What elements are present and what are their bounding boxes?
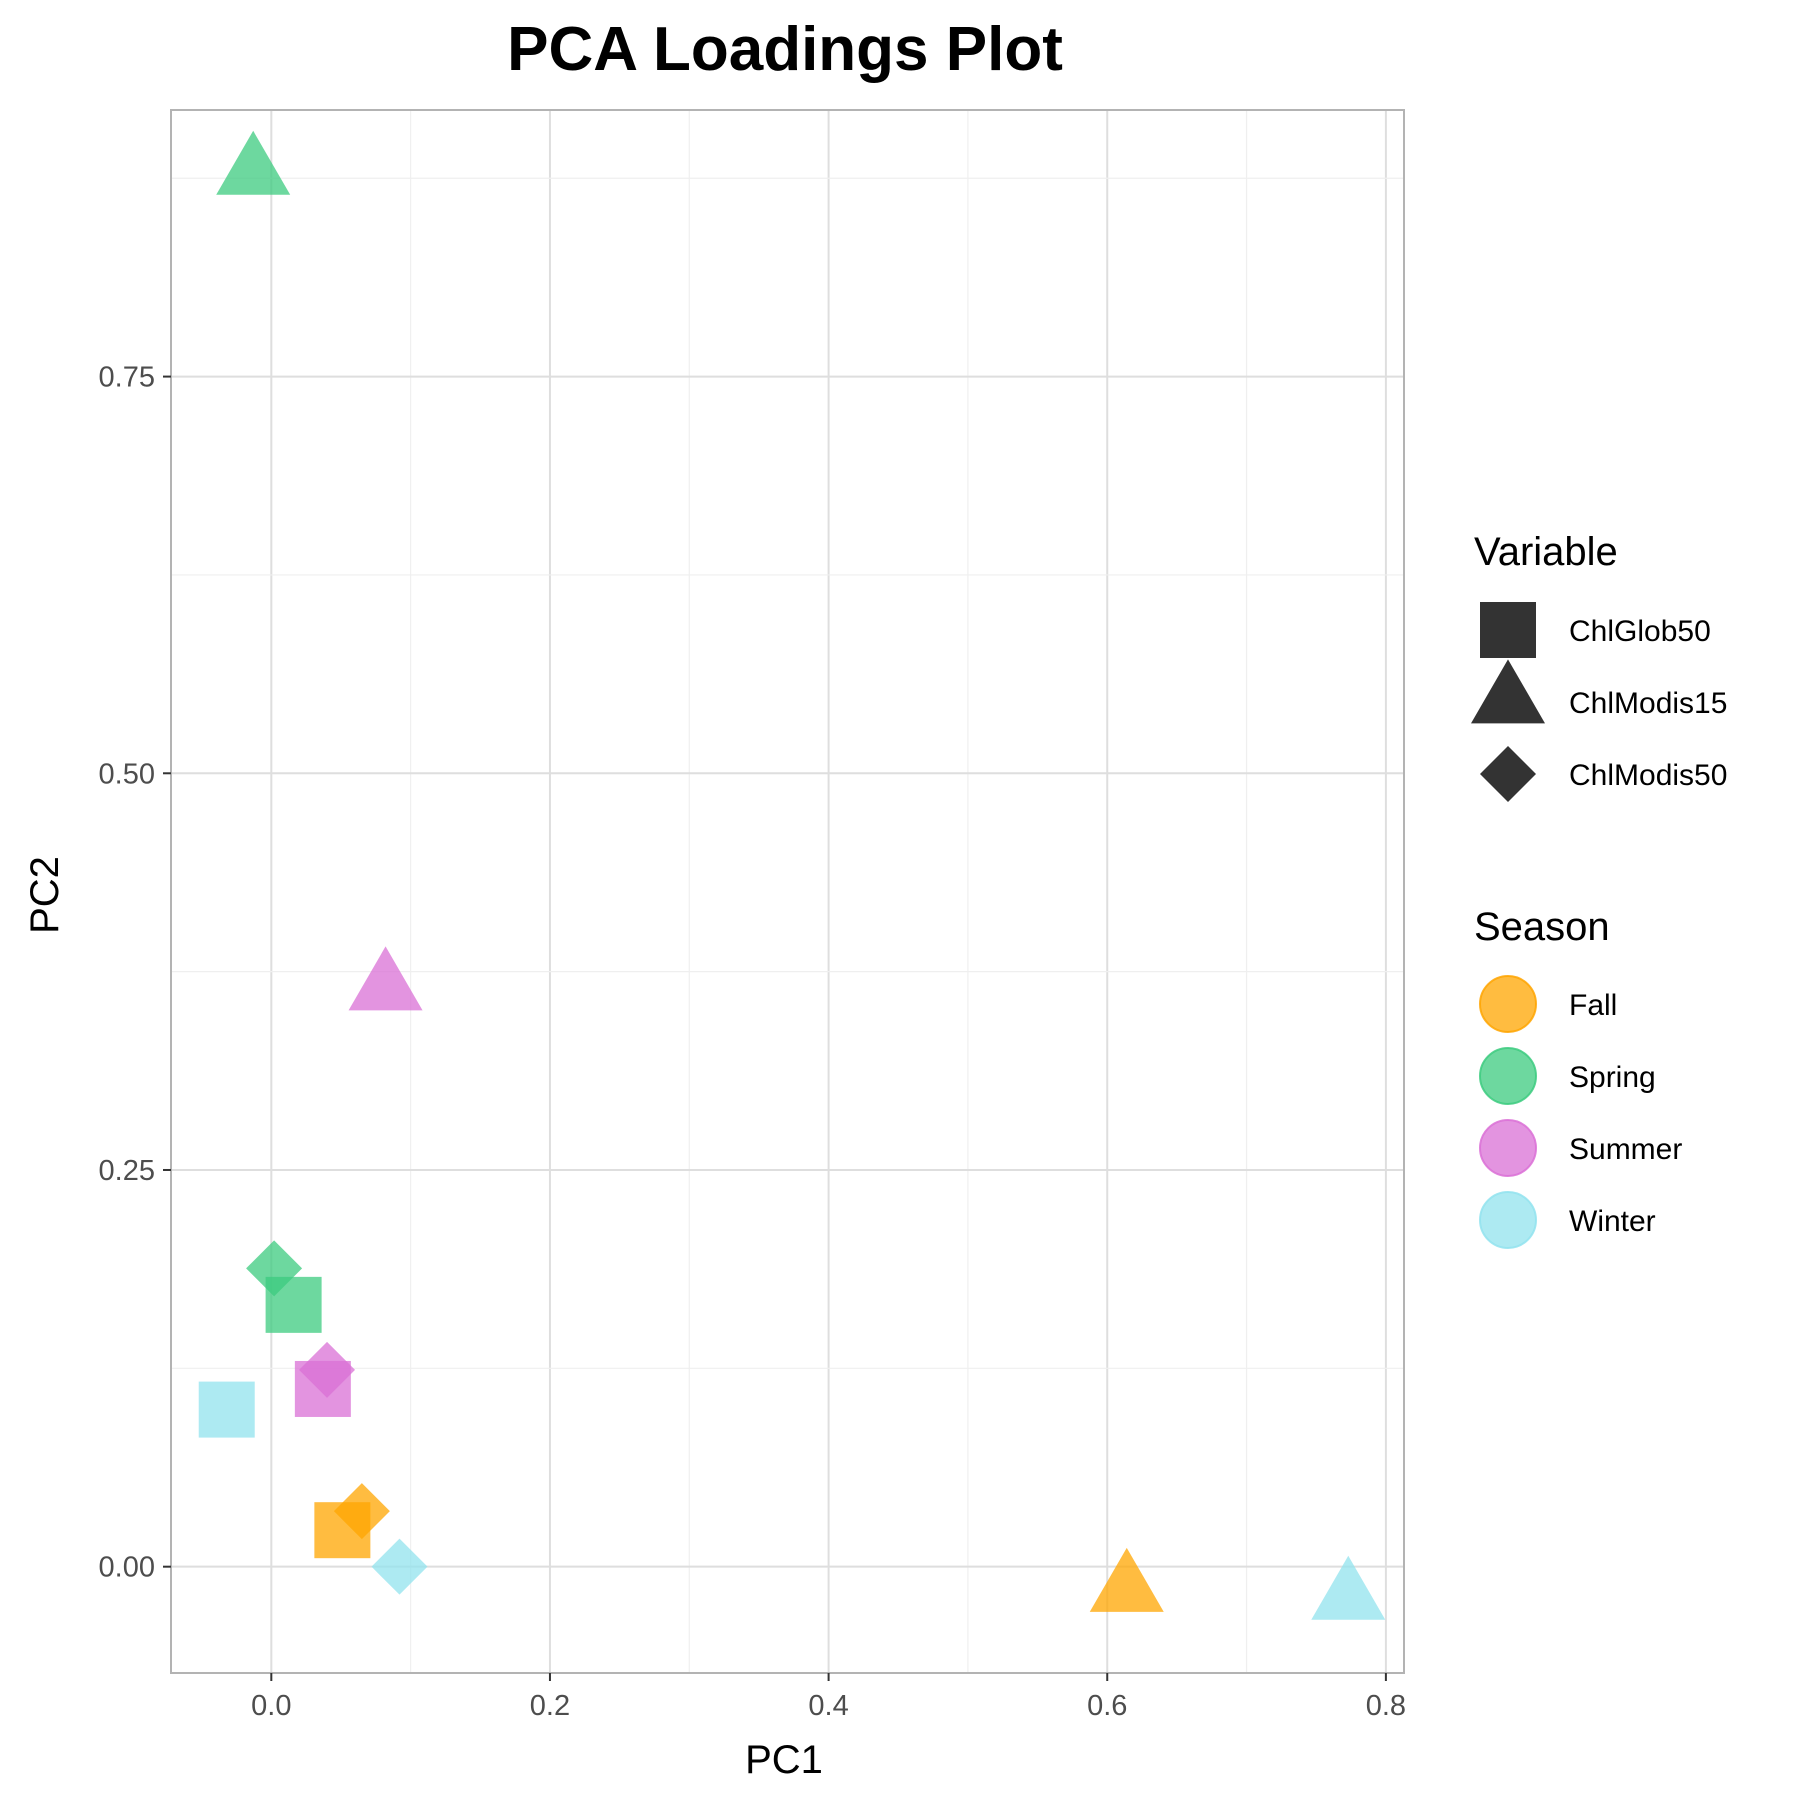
legend-label-chlmodis50: ChlModis50 [1569, 759, 1727, 792]
y-axis-ticks: 0.00 0.25 0.50 0.75 [99, 362, 171, 1584]
point-winter-chlmodis50 [371, 1538, 428, 1595]
point-summer-chlglob50 [294, 1360, 351, 1417]
x-tick-label: 0.4 [808, 1690, 848, 1722]
legend-key-winter [1479, 1191, 1537, 1249]
point-winter-chlglob50 [198, 1381, 255, 1438]
legend-label-fall: Fall [1569, 989, 1617, 1022]
x-tick-label: 0.0 [251, 1690, 291, 1722]
x-tick-label: 0.2 [530, 1690, 570, 1722]
legend-key-chlmodis15 [1471, 659, 1545, 724]
legend-key-chlmodis50 [1480, 746, 1536, 802]
point-spring-chlmodis15 [216, 130, 291, 195]
y-axis-title: PC2 [23, 856, 67, 934]
x-axis-ticks: 0.0 0.2 0.4 0.6 0.8 [251, 1673, 1406, 1722]
plot-panel-border [170, 109, 1405, 1674]
y-tick-label: 0.25 [99, 1155, 155, 1187]
data-points [198, 130, 1386, 1620]
point-summer-chlmodis15 [348, 946, 423, 1011]
legend-label-winter: Winter [1569, 1205, 1656, 1238]
x-axis-title: PC1 [745, 1738, 823, 1782]
legend-label-spring: Spring [1569, 1061, 1656, 1094]
point-fall-chlglob50 [314, 1502, 371, 1559]
x-tick-label: 0.8 [1366, 1690, 1406, 1722]
chart-title: PCA Loadings Plot [507, 15, 1063, 84]
legend-key-chlglob50 [1480, 602, 1536, 658]
legend-label-summer: Summer [1569, 1133, 1682, 1166]
point-fall-chlmodis15 [1089, 1547, 1164, 1612]
x-tick-label: 0.6 [1087, 1690, 1127, 1722]
y-tick-label: 0.75 [99, 362, 155, 394]
y-tick-label: 0.00 [99, 1552, 155, 1584]
point-winter-chlmodis15 [1311, 1555, 1386, 1620]
legend-key-summer [1479, 1119, 1537, 1177]
legend-variable-title: Variable [1474, 530, 1618, 574]
y-tick-label: 0.50 [99, 758, 155, 790]
legend-season: Season Fall Spring Summer Winter [1474, 905, 1682, 1249]
grid-lines [171, 110, 1404, 1673]
legend-variable: Variable ChlGlob50 ChlModis15 ChlModis50 [1471, 530, 1727, 802]
legend-label-chlglob50: ChlGlob50 [1569, 615, 1711, 648]
point-spring-chlglob50 [265, 1276, 322, 1333]
legend-label-chlmodis15: ChlModis15 [1569, 687, 1727, 720]
legend-key-fall [1479, 975, 1537, 1033]
legend-season-title: Season [1474, 905, 1610, 949]
legend-key-spring [1479, 1047, 1537, 1105]
